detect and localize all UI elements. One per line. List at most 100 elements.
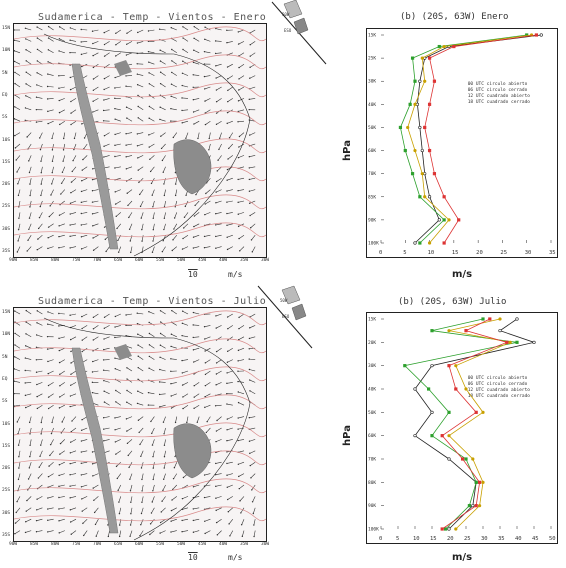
data-point — [418, 195, 422, 199]
lat-tick-label: 35S — [2, 249, 11, 254]
series-line — [407, 34, 532, 244]
data-point — [532, 340, 536, 344]
x-tick-label: 10 — [413, 536, 420, 542]
lon-tick-label: 85W — [30, 258, 39, 263]
lon-tick-label: 85W — [30, 542, 39, 547]
data-point — [437, 218, 441, 222]
lon-tick-label: 65W — [114, 258, 123, 263]
y-tick-label: 30K — [368, 79, 376, 85]
data-point — [413, 241, 417, 245]
y-tick-label: 70K — [368, 457, 376, 463]
data-point — [444, 527, 448, 531]
vector-ref-unit: m/s — [228, 553, 243, 562]
x-tick-label: 35 — [498, 536, 505, 542]
y-tick-label: 60K — [368, 433, 376, 439]
x-tick-label: 45 — [532, 536, 539, 542]
data-point — [447, 218, 451, 222]
lon-tick-label: 60W — [135, 542, 144, 547]
legend-entry: 00 UTC circulo abierto — [468, 375, 528, 381]
x-tick-label: 50 — [549, 536, 556, 542]
data-point — [508, 340, 512, 344]
data-point — [474, 410, 478, 414]
map-frame — [13, 307, 267, 542]
data-point — [467, 504, 471, 508]
data-point — [406, 125, 410, 130]
lon-tick-label: 80W — [51, 258, 60, 263]
data-point — [430, 364, 434, 368]
data-point — [447, 364, 451, 368]
series-line — [414, 34, 542, 244]
map-frame — [13, 23, 267, 258]
data-point — [423, 79, 427, 83]
y-tick-label: 30K — [368, 363, 376, 369]
x-tick-label: 15 — [430, 536, 437, 542]
profile-frame: 15K 20K 30K 40K 50K 60K 70K 80K 90K 100K 0 5 10 15 20 2… — [366, 312, 558, 544]
data-point — [534, 33, 539, 37]
data-point — [398, 125, 403, 130]
data-point — [454, 387, 458, 391]
lat-tick-label: EQ — [2, 376, 8, 382]
data-point — [427, 56, 432, 60]
legend-entry: 06 UTC circulo cerrado — [468, 87, 528, 93]
lat-tick-label: 30S — [2, 510, 11, 516]
lat-tick-label: 15N — [2, 310, 11, 315]
lon-tick-label: 40W — [219, 542, 228, 547]
data-point — [403, 148, 407, 153]
lon-tick-label: 45W — [198, 542, 207, 547]
data-point — [481, 410, 485, 414]
data-point — [488, 317, 492, 321]
x-tick-label: 40 — [515, 536, 522, 542]
lon-tick-label: 55W — [156, 542, 165, 547]
data-point — [477, 504, 482, 508]
data-point — [432, 172, 437, 176]
lat-tick-label: 10N — [2, 332, 11, 338]
data-point — [464, 387, 468, 391]
data-point — [403, 364, 407, 368]
data-point — [442, 44, 446, 49]
data-point — [474, 480, 478, 484]
data-point — [461, 457, 465, 461]
profile-title: (b) (20S, 63W) Julio — [398, 297, 507, 307]
x-tick-label: 10 — [428, 250, 435, 256]
x-tick-label: 15 — [452, 250, 459, 256]
inset-label-1: ESO — [284, 28, 292, 33]
vector-ref-unit: m/s — [228, 270, 243, 279]
data-point — [426, 387, 431, 391]
data-point — [478, 480, 482, 484]
series-line — [403, 318, 518, 530]
data-point — [442, 218, 446, 222]
x-tick-label: 35 — [549, 250, 556, 256]
lat-tick-label: 25S — [2, 488, 11, 494]
map-svg — [14, 25, 266, 257]
lon-tick-label: 80W — [51, 542, 60, 547]
map-title: Sudamerica - Temp - Vientos - Julio — [38, 296, 267, 307]
y-tick-label: 70K — [368, 171, 376, 177]
data-point — [413, 102, 417, 106]
vector-ref-value: 10 — [188, 270, 198, 279]
y-tick-label: 15K — [368, 33, 376, 39]
lat-tick-label: 5N — [2, 70, 8, 76]
lon-tick-label: 30W — [261, 542, 270, 547]
x-axis-label: m/s — [452, 552, 473, 563]
lon-tick-label: 75W — [72, 258, 81, 263]
data-point — [410, 172, 415, 176]
data-point — [420, 148, 424, 153]
y-tick-label: 80K — [368, 480, 376, 486]
data-point — [440, 434, 444, 438]
x-tick-label: 20 — [447, 536, 454, 542]
data-point — [410, 56, 415, 60]
y-tick-label: 40K — [368, 102, 376, 108]
lat-tick-label: 30S — [2, 226, 11, 232]
y-tick-label: 20K — [368, 340, 376, 346]
lat-tick-label: 15N — [2, 26, 11, 31]
data-point — [427, 102, 432, 106]
x-axis-label: m/s — [452, 269, 473, 280]
profile-frame: 15K 25K 30K 40K 50K 60K 70K 85K 90K 100K 0 5 10 15 20 2… — [366, 28, 558, 258]
lon-tick-label: 90W — [9, 258, 18, 263]
y-axis-label: hPa — [341, 140, 353, 161]
data-point — [430, 434, 434, 438]
data-point — [454, 527, 458, 531]
data-point — [437, 44, 441, 49]
lon-tick-label: 90W — [9, 542, 18, 547]
